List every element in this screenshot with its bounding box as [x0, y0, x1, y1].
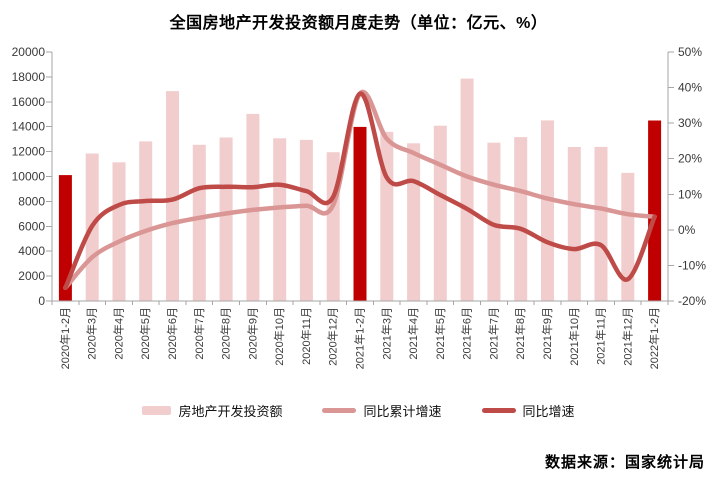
- y-axis-tick-label: 18000: [12, 70, 46, 84]
- x-axis-tick-label: 2021年5月: [433, 307, 447, 360]
- right-axis-tick-label: -20%: [678, 294, 706, 308]
- bar: [541, 120, 554, 302]
- x-axis-tick-label: 2020年9月: [245, 307, 259, 360]
- highlight-bar: [648, 120, 662, 301]
- bar: [219, 137, 233, 301]
- bar: [139, 141, 153, 301]
- bar: [514, 137, 528, 301]
- x-axis-tick-label: 2021年9月: [540, 307, 554, 360]
- x-axis-tick-label: 2022年1-2月: [647, 307, 661, 369]
- bar: [166, 91, 179, 301]
- x-axis-tick-label: 2021年3月: [379, 307, 393, 360]
- right-axis-tick-label: -10%: [678, 258, 706, 272]
- x-axis-tick-label: 2020年12月: [326, 307, 340, 366]
- y-axis-tick-label: 6000: [18, 219, 45, 233]
- x-axis-tick-label: 2021年6月: [460, 307, 474, 360]
- right-axis-tick-label: 10%: [678, 187, 702, 201]
- x-axis-tick-label: 2021年4月: [406, 307, 420, 360]
- legend-label-yoy-growth: 同比增速: [522, 404, 575, 419]
- x-axis-tick-label: 2020年1-2月: [58, 307, 72, 369]
- right-axis-tick-label: 40%: [678, 81, 702, 95]
- legend-item-cumulative-growth: 同比累计增速: [322, 401, 442, 420]
- highlight-bar: [58, 175, 72, 301]
- x-axis-tick-label: 2020年10月: [272, 307, 286, 366]
- bar: [433, 125, 447, 301]
- bar: [567, 147, 581, 301]
- x-axis-tick-label: 2020年8月: [219, 307, 233, 360]
- bar: [460, 78, 474, 301]
- bar: [299, 139, 313, 301]
- x-axis-tick-label: 2020年11月: [299, 307, 313, 365]
- legend-line-swatch-icon: [481, 408, 516, 413]
- chart-title: 全国房地产开发投资额月度走势（单位：亿元、%）: [169, 15, 548, 32]
- yoy-growth-line: [63, 91, 657, 291]
- bar: [246, 113, 260, 302]
- legend-item-yoy-growth: 同比增速: [481, 401, 575, 420]
- y-axis-tick-label: 20000: [12, 45, 46, 59]
- legend-item-investment: 房地产开发投资额: [142, 401, 282, 420]
- y-axis-tick-label: 8000: [18, 194, 45, 208]
- bar: [407, 143, 421, 301]
- x-axis-tick-label: 2020年4月: [112, 307, 126, 360]
- y-axis-tick-label: 0: [38, 294, 45, 308]
- right-axis-tick-label: 20%: [678, 152, 702, 166]
- bar: [273, 138, 287, 301]
- y-axis-tick-label: 16000: [12, 95, 46, 109]
- right-axis-tick-label: 30%: [678, 116, 702, 130]
- y-axis-tick-label: 4000: [18, 244, 45, 258]
- x-axis-tick-label: 2021年8月: [513, 307, 527, 360]
- bar: [594, 146, 608, 301]
- x-axis-tick-label: 2021年1-2月: [353, 307, 367, 369]
- y-axis-tick-label: 14000: [12, 120, 46, 134]
- bar: [192, 144, 206, 301]
- y-axis-tick-label: 10000: [12, 170, 46, 184]
- x-axis-tick-label: 2020年3月: [85, 307, 99, 360]
- bar: [112, 162, 126, 301]
- x-axis-tick-label: 2021年11月: [594, 307, 608, 365]
- bar: [621, 172, 635, 301]
- right-axis-tick-label: 50%: [678, 45, 702, 59]
- legend-label-cumulative-growth: 同比累计增速: [363, 404, 442, 419]
- x-axis-tick-label: 2020年5月: [138, 307, 152, 360]
- x-axis-tick-label: 2021年7月: [486, 307, 500, 360]
- legend: 房地产开发投资额 同比累计增速 同比增速: [0, 401, 717, 420]
- x-axis-tick-label: 2020年6月: [165, 307, 179, 360]
- data-source: 数据来源：国家统计局: [544, 454, 705, 471]
- legend-bar-swatch-icon: [142, 406, 172, 415]
- x-axis-tick-label: 2020年7月: [192, 307, 206, 360]
- y-axis-tick-label: 12000: [12, 145, 46, 159]
- y-axis-tick-label: 2000: [18, 269, 45, 283]
- x-axis-tick-label: 2021年10月: [567, 307, 581, 366]
- legend-label-investment: 房地产开发投资额: [178, 404, 283, 419]
- right-axis-tick-label: 0%: [678, 223, 696, 237]
- x-axis-tick-label: 2021年12月: [620, 307, 634, 366]
- highlight-bar: [353, 126, 367, 302]
- legend-line-swatch-icon: [322, 408, 357, 413]
